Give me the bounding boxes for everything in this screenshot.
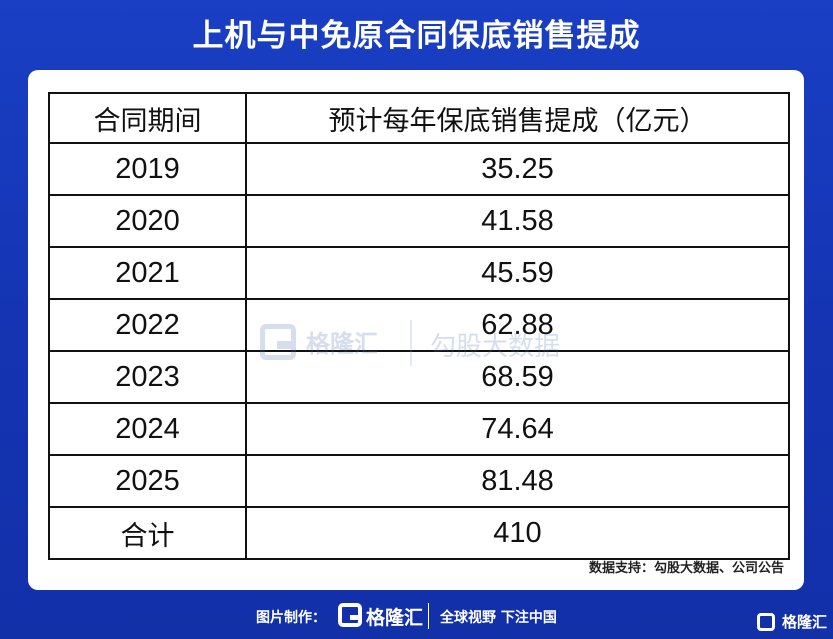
row-period: 2020 [48, 194, 247, 248]
total-value: 410 [245, 506, 790, 560]
table-total-row: 合计 410 [48, 506, 790, 560]
table-row: 2025 81.48 [48, 454, 790, 508]
commission-table: 合同期间 预计每年保底销售提成（亿元） 2019 35.25 2020 41.5… [48, 92, 790, 560]
row-period: 2021 [48, 246, 247, 300]
table-card: 合同期间 预计每年保底销售提成（亿元） 2019 35.25 2020 41.5… [28, 70, 804, 590]
row-value: 81.48 [245, 454, 790, 508]
row-period: 2025 [48, 454, 247, 508]
table-row: 2023 68.59 [48, 350, 790, 404]
gelonghui-logo-icon [338, 603, 362, 627]
footer-brand: 格隆汇 [366, 607, 424, 629]
footer: 图片制作： 格隆汇 全球视野 下注中国 格隆汇 [0, 599, 833, 639]
page-title: 上机与中免原合同保底销售提成 [192, 18, 641, 54]
table-row: 2024 74.64 [48, 402, 790, 456]
table-row: 2020 41.58 [48, 194, 790, 248]
row-value: 35.25 [245, 142, 790, 196]
row-value: 74.64 [245, 402, 790, 456]
table-header-row: 合同期间 预计每年保底销售提成（亿元） [48, 92, 790, 144]
row-period: 2023 [48, 350, 247, 404]
row-period: 2022 [48, 298, 247, 352]
header-commission: 预计每年保底销售提成（亿元） [245, 92, 790, 144]
table-row: 2021 45.59 [48, 246, 790, 300]
row-period: 2019 [48, 142, 247, 196]
header-period: 合同期间 [48, 92, 247, 144]
table-row: 2022 62.88 [48, 298, 790, 352]
row-value: 45.59 [245, 246, 790, 300]
corner-logo-icon [757, 613, 775, 631]
source-note: 数据支持：勾股大数据、公司公告 [588, 561, 784, 576]
row-value: 68.59 [245, 350, 790, 404]
footer-label: 图片制作： [256, 610, 326, 626]
row-value: 62.88 [245, 298, 790, 352]
table-row: 2019 35.25 [48, 142, 790, 196]
total-label: 合计 [48, 506, 247, 560]
corner-brand: 格隆汇 [781, 613, 827, 631]
row-value: 41.58 [245, 194, 790, 248]
footer-divider [428, 603, 429, 629]
footer-slogan: 全球视野 下注中国 [440, 610, 557, 626]
row-period: 2024 [48, 402, 247, 456]
